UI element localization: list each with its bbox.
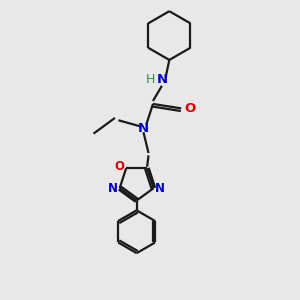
Text: N: N — [156, 74, 167, 86]
Text: N: N — [138, 122, 149, 135]
Text: H: H — [145, 74, 155, 86]
Text: N: N — [108, 182, 118, 195]
Text: O: O — [115, 160, 124, 173]
Text: N: N — [155, 182, 165, 195]
Text: O: O — [184, 102, 195, 115]
